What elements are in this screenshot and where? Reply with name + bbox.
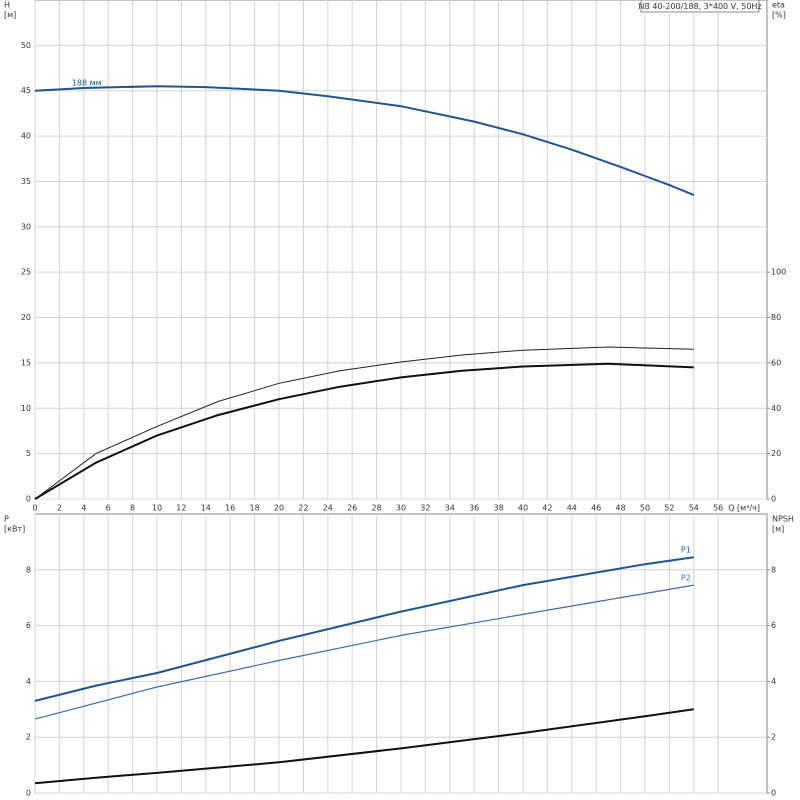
y2-axis-label: NPSH [772, 515, 794, 524]
x-tick-label: 32 [420, 504, 430, 513]
curve [34, 362, 694, 500]
x-tick-label: 6 [106, 504, 111, 513]
y2-tick-label: 0 [771, 495, 776, 504]
y-axis-label: H [4, 1, 10, 10]
y-tick-label: 45 [21, 86, 31, 95]
y-axis-label: P [4, 515, 9, 524]
x-tick-label: 14 [201, 504, 211, 513]
curve-label: P2 [681, 574, 691, 583]
x-tick-label: 36 [469, 504, 479, 513]
x-tick-label: 10 [152, 504, 162, 513]
x-tick-label: 50 [640, 504, 650, 513]
y2-axis-unit: [м] [772, 525, 784, 534]
y-tick-label: 20 [21, 313, 31, 322]
y2-tick-label: 8 [771, 565, 776, 574]
x-axis-label: Q [м³/ч] [728, 504, 760, 513]
y2-tick-label: 2 [771, 733, 776, 742]
x-tick-label: 20 [274, 504, 284, 513]
y-tick-label: 4 [26, 677, 31, 686]
y-tick-label: 30 [21, 222, 31, 231]
curve-label: 188 мм [72, 79, 102, 88]
y-tick-label: 0 [26, 495, 31, 504]
y-axis-unit: [кВт] [4, 525, 25, 534]
x-tick-label: 38 [494, 504, 504, 513]
x-tick-label: 30 [396, 504, 406, 513]
y2-tick-label: 20 [771, 449, 781, 458]
x-tick-label: 26 [347, 504, 357, 513]
y2-tick-label: 40 [771, 404, 781, 413]
y-tick-label: 25 [21, 268, 31, 277]
y2-tick-label: 80 [771, 313, 781, 322]
curve [34, 708, 694, 785]
x-tick-label: 52 [664, 504, 674, 513]
x-tick-label: 22 [298, 504, 308, 513]
title-box [640, 0, 760, 13]
y-tick-label: 0 [26, 789, 31, 798]
y2-tick-label: 60 [771, 358, 781, 367]
y2-tick-label: 100 [771, 268, 786, 277]
y2-tick-label: 4 [771, 677, 776, 686]
y-tick-label: 5 [26, 449, 31, 458]
curve [34, 346, 694, 500]
x-tick-label: 12 [176, 504, 186, 513]
x-tick-label: 48 [616, 504, 626, 513]
x-tick-label: 44 [567, 504, 577, 513]
y2-tick-label: 0 [771, 789, 776, 798]
x-tick-label: 8 [130, 504, 135, 513]
x-tick-label: 4 [81, 504, 86, 513]
y-tick-label: 50 [21, 41, 31, 50]
x-tick-label: 28 [372, 504, 382, 513]
chart-title: NB 40-200/188, 3*400 V, 50Hz [638, 2, 761, 11]
x-tick-label: 16 [225, 504, 235, 513]
x-tick-label: 34 [445, 504, 455, 513]
x-tick-label: 0 [32, 504, 37, 513]
curve [34, 85, 695, 197]
y-tick-label: 35 [21, 177, 31, 186]
y2-axis-unit: [%] [772, 11, 786, 20]
x-tick-label: 24 [323, 504, 333, 513]
y-tick-label: 15 [21, 358, 31, 367]
x-tick-label: 18 [250, 504, 260, 513]
curve-label: P1 [681, 546, 691, 555]
x-tick-label: 2 [57, 504, 62, 513]
x-tick-label: 40 [518, 504, 528, 513]
y2-tick-label: 6 [771, 621, 776, 630]
y-axis-unit: [м] [4, 11, 16, 20]
x-tick-label: 42 [542, 504, 552, 513]
y-tick-label: 6 [26, 621, 31, 630]
y-tick-label: 2 [26, 733, 31, 742]
y-tick-label: 10 [21, 404, 31, 413]
y2-axis-label: eta [772, 1, 785, 10]
x-tick-label: 54 [689, 504, 699, 513]
x-tick-label: 56 [713, 504, 723, 513]
curve [34, 584, 694, 720]
curve [34, 556, 694, 702]
y-tick-label: 8 [26, 565, 31, 574]
x-tick-label: 46 [591, 504, 601, 513]
y-tick-label: 40 [21, 132, 31, 141]
